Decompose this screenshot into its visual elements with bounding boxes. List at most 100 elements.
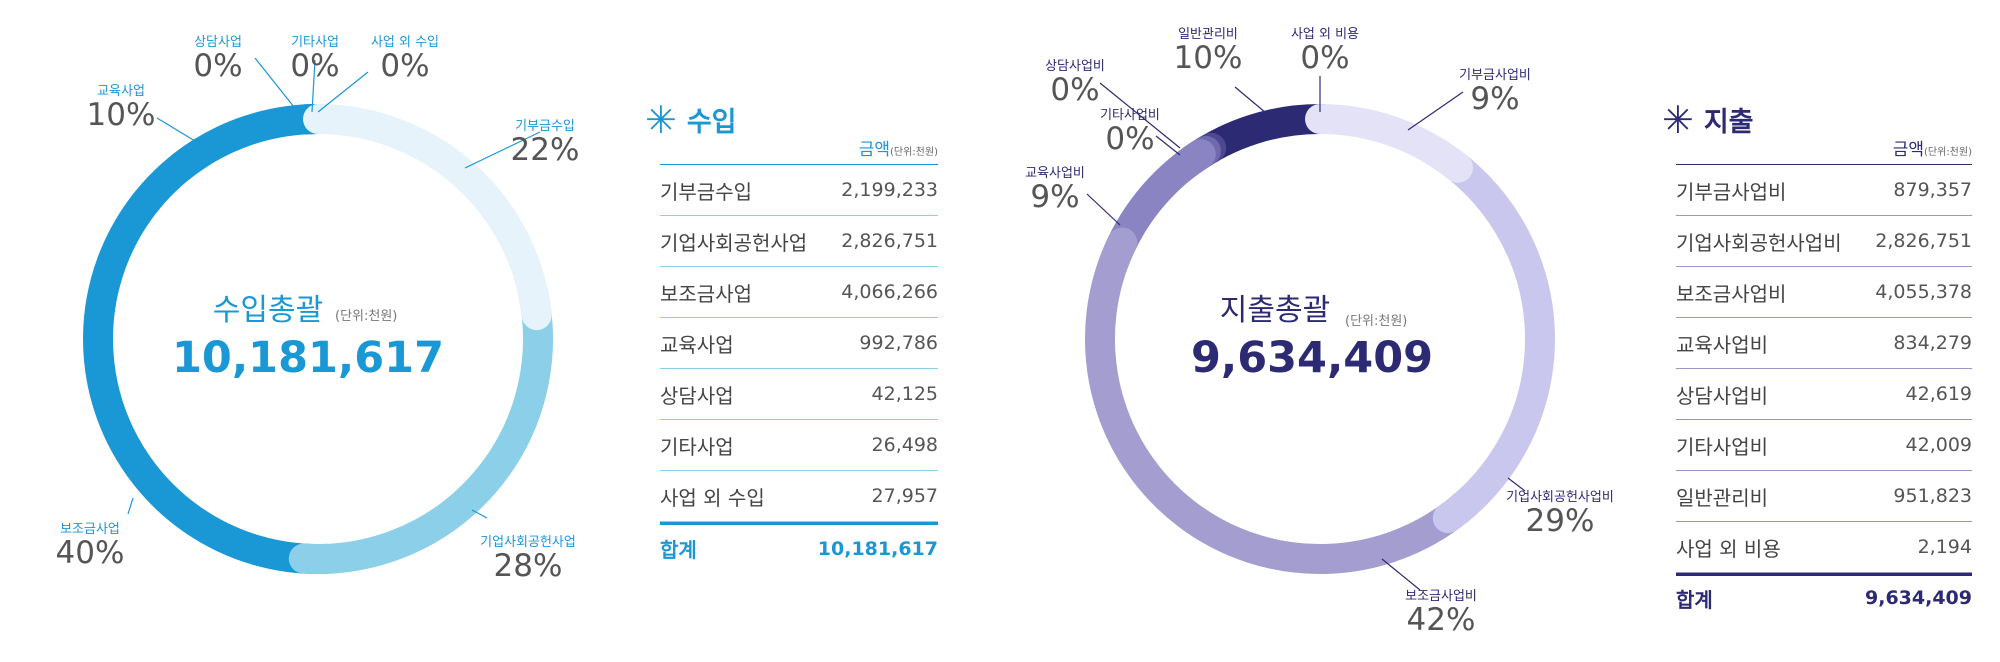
leader-line bbox=[464, 131, 541, 169]
leader-line bbox=[1381, 558, 1421, 591]
callout-percent-label: 0% bbox=[290, 48, 339, 84]
callout-category-label: 기업사회공헌사업 bbox=[480, 535, 576, 550]
callout-percent-label: 0% bbox=[1300, 40, 1349, 76]
donut-segment bbox=[1305, 104, 1474, 183]
expense-center-total: 9,634,409 bbox=[1191, 333, 1433, 383]
income-rows: 기부금수입 2,199,233 기업사회공헌사업 2,826,751 보조금사업 4,06… bbox=[660, 165, 938, 522]
row-label: 기업사회공헌사업 bbox=[660, 230, 808, 255]
leader-line bbox=[1086, 193, 1121, 226]
expense-title-label: 지출 bbox=[1703, 107, 1754, 138]
amount-unit-label: (단위:천원) bbox=[1924, 147, 1972, 158]
callout-category-label: 기부금사업비 bbox=[1459, 68, 1531, 83]
row-label: 기타사업 bbox=[660, 434, 734, 459]
amount-header-label: 금액 bbox=[1892, 140, 1925, 160]
row-label: 기타사업비 bbox=[1676, 434, 1768, 459]
row-value: 42,009 bbox=[1905, 434, 1972, 456]
leader-line bbox=[1099, 82, 1181, 149]
row-label: 교육사업비 bbox=[1676, 332, 1768, 357]
expense-table: 금액(단위:천원) 기부금사업비 879,357 기업사회공헌사업비 2,826,75… bbox=[1676, 136, 1972, 620]
callout-percent-label: 0% bbox=[380, 48, 429, 84]
leader-line bbox=[317, 71, 369, 113]
callout-percent-label: 10% bbox=[87, 97, 156, 133]
income-amount-header: 금액(단위:천원) bbox=[660, 136, 938, 165]
donut-segment bbox=[83, 138, 342, 574]
callout-category-label: 보조금사업비 bbox=[1405, 589, 1477, 604]
row-label: 상담사업비 bbox=[1676, 383, 1768, 408]
donut-segment bbox=[1424, 139, 1555, 534]
table-row: 상담사업 42,125 bbox=[660, 369, 938, 420]
leader-line bbox=[254, 57, 299, 113]
callout-category-label: 일반관리비 bbox=[1178, 27, 1238, 42]
table-row: 일반관리비 951,823 bbox=[1676, 471, 1972, 522]
income-callouts: 기부금수입22%기업사회공헌사업28%보조금사업40%교육사업10%상담사업0%… bbox=[56, 35, 580, 584]
table-row: 기업사회공헌사업비 2,826,751 bbox=[1676, 216, 1972, 267]
leader-line bbox=[311, 59, 316, 113]
expense-total-label: 합계 bbox=[1676, 587, 1713, 612]
row-label: 사업 외 비용 bbox=[1676, 536, 1781, 561]
callout-category-label: 교육사업비 bbox=[1025, 166, 1085, 181]
callout-category-label: 상담사업 bbox=[194, 35, 242, 50]
row-value: 2,826,751 bbox=[841, 230, 938, 252]
income-center-unit: (단위:천원) bbox=[335, 309, 397, 324]
row-label: 교육사업 bbox=[660, 332, 734, 357]
expense-amount-header: 금액(단위:천원) bbox=[1676, 136, 1972, 165]
row-value: 834,279 bbox=[1893, 332, 1972, 354]
row-label: 상담사업 bbox=[660, 383, 734, 408]
income-title-label: 수입 bbox=[686, 107, 737, 138]
row-label: 사업 외 수입 bbox=[660, 485, 765, 510]
callout-category-label: 교육사업 bbox=[97, 84, 145, 99]
row-label: 보조금사업 bbox=[660, 281, 752, 306]
expense-center-unit: (단위:천원) bbox=[1345, 314, 1407, 329]
expense-center-title: 지출총괄 bbox=[1220, 293, 1330, 328]
leader-line bbox=[156, 117, 196, 142]
income-table: 금액(단위:천원) 기부금수입 2,199,233 기업사회공헌사업 2,826,75… bbox=[660, 136, 938, 572]
row-value: 26,498 bbox=[871, 434, 938, 456]
expense-total-row: 합계 9,634,409 bbox=[1676, 573, 1972, 620]
callout-percent-label: 28% bbox=[494, 548, 563, 584]
table-row: 기업사회공헌사업 2,826,751 bbox=[660, 216, 938, 267]
expense-total-value: 9,634,409 bbox=[1865, 587, 1972, 609]
income-center-total: 10,181,617 bbox=[172, 333, 444, 383]
income-total-label: 합계 bbox=[660, 538, 697, 562]
row-label: 기업사회공헌사업비 bbox=[1676, 230, 1842, 255]
expense-donut-chart bbox=[1084, 104, 1555, 575]
donut-segment bbox=[303, 104, 552, 331]
row-label: 기부금사업비 bbox=[1676, 179, 1787, 204]
row-value: 879,357 bbox=[1893, 179, 1972, 201]
row-value: 27,957 bbox=[871, 485, 938, 507]
callout-category-label: 사업 외 수입 bbox=[371, 35, 439, 50]
callout-percent-label: 0% bbox=[193, 48, 242, 84]
callout-category-label: 상담사업비 bbox=[1045, 59, 1105, 74]
row-label: 기부금수입 bbox=[660, 179, 752, 204]
amount-header-label: 금액 bbox=[858, 140, 891, 160]
callout-percent-label: 9% bbox=[1030, 179, 1079, 215]
callout-percent-label: 0% bbox=[1050, 72, 1099, 108]
expense-callouts: 기부금사업비9%기업사회공헌사업비29%보조금사업비42%교육사업비9%기타사업… bbox=[1025, 27, 1614, 638]
income-donut-chart bbox=[83, 103, 553, 574]
callout-category-label: 기업사회공헌사업비 bbox=[1506, 490, 1614, 505]
callout-category-label: 보조금사업 bbox=[60, 522, 120, 537]
income-center-title: 수입총괄 bbox=[213, 293, 323, 328]
callout-percent-label: 22% bbox=[511, 132, 580, 168]
row-label: 보조금사업비 bbox=[1676, 281, 1787, 306]
income-section-title: ✳ 수입 bbox=[645, 100, 737, 139]
leader-line bbox=[1507, 477, 1526, 492]
callout-percent-label: 29% bbox=[1526, 503, 1595, 539]
table-row: 사업 외 수입 27,957 bbox=[660, 471, 938, 522]
amount-unit-label: (단위:천원) bbox=[890, 147, 938, 158]
leader-line bbox=[1407, 91, 1464, 131]
row-value: 4,055,378 bbox=[1875, 281, 1972, 303]
expense-section-title: ✳ 지출 bbox=[1662, 100, 1754, 139]
leader-line bbox=[471, 509, 488, 519]
sparkle-icon: ✳ bbox=[1662, 97, 1694, 142]
table-row: 사업 외 비용 2,194 bbox=[1676, 522, 1972, 573]
table-row: 상담사업비 42,619 bbox=[1676, 369, 1972, 420]
callout-category-label: 사업 외 비용 bbox=[1291, 27, 1359, 42]
row-value: 2,826,751 bbox=[1875, 230, 1972, 252]
table-row: 보조금사업 4,066,266 bbox=[660, 267, 938, 318]
row-value: 42,125 bbox=[871, 383, 938, 405]
callout-category-label: 기부금수입 bbox=[515, 119, 575, 134]
leader-line bbox=[127, 497, 134, 515]
expense-rows: 기부금사업비 879,357 기업사회공헌사업비 2,826,751 보조금사업비 4,0… bbox=[1676, 165, 1972, 573]
